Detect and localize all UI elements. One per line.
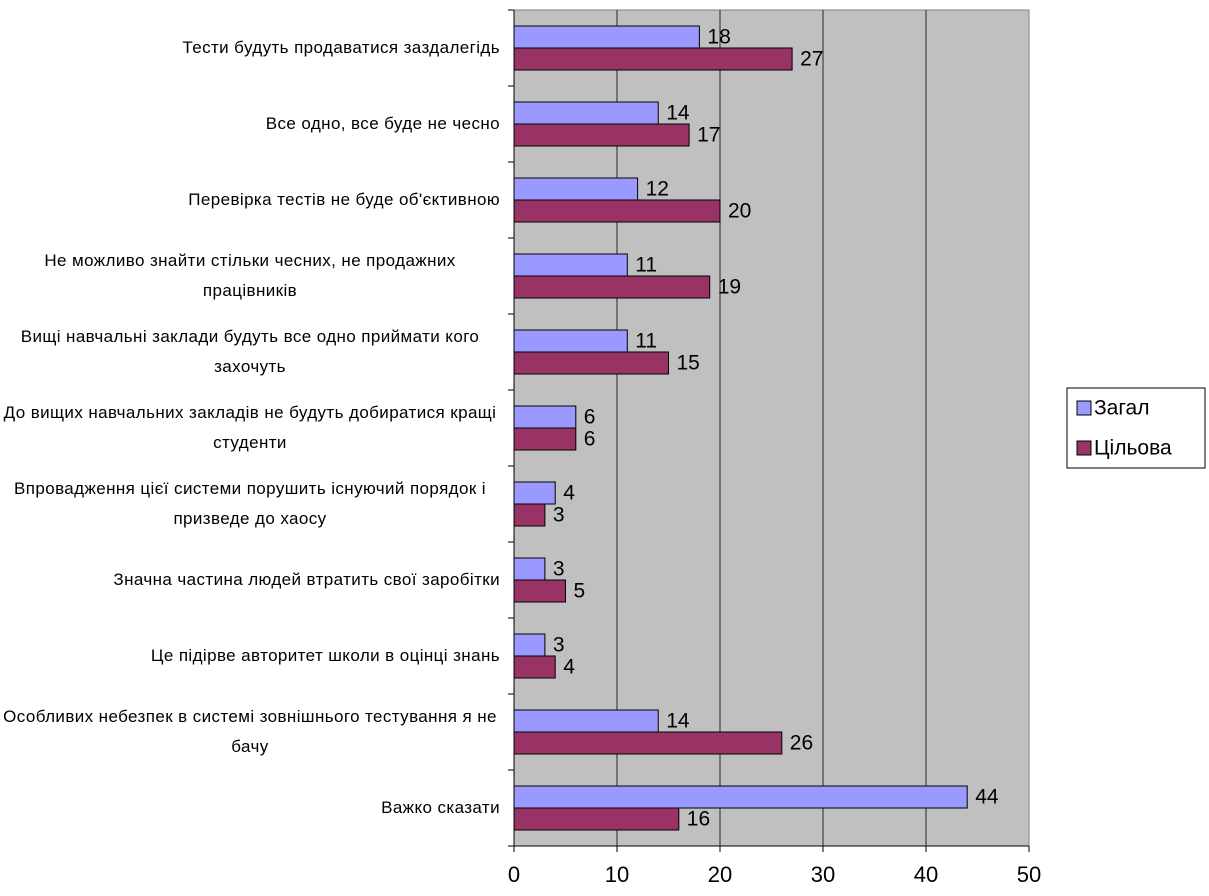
x-tick-label: 0: [508, 862, 520, 887]
bar: [513, 807, 680, 831]
category-text: Вищі навчальні заклади будуть все одно п…: [20, 327, 480, 376]
category-text: Важко сказати: [381, 798, 500, 817]
y-tick-label: Це підірве авторитет школи в оцінці знан…: [0, 641, 500, 671]
data-label: 4: [563, 656, 575, 679]
category-text: Все одно, все буде не чесно: [265, 114, 500, 133]
data-label: 15: [677, 352, 700, 375]
data-label: 14: [666, 710, 690, 733]
bar: [513, 25, 700, 49]
bar: [513, 633, 546, 657]
y-tick-label: Все одно, все буде не чесно: [0, 109, 500, 139]
bar: [513, 655, 556, 679]
legend-swatch: [1076, 400, 1092, 416]
legend-label: Цільова: [1094, 437, 1172, 460]
y-tick-label: Тести будуть продаватися заздалегідь: [0, 33, 500, 63]
bar: [513, 199, 721, 223]
data-label: 14: [666, 102, 690, 125]
bar: [513, 731, 783, 755]
legend-swatch: [1076, 440, 1092, 456]
bar: [513, 503, 546, 527]
plot-area: [513, 9, 1030, 847]
x-tick-label: 30: [811, 862, 835, 887]
x-tick-label: 20: [708, 862, 732, 887]
data-label: 19: [718, 276, 741, 299]
legend-label: Загал: [1094, 397, 1150, 420]
data-label: 3: [553, 634, 565, 657]
data-label: 11: [635, 254, 657, 277]
data-label: 26: [790, 732, 813, 755]
data-label: 44: [975, 786, 999, 809]
x-tick-label: 40: [914, 862, 938, 887]
category-text: Перевірка тестів не буде об'єктивною: [188, 190, 500, 209]
data-label: 11: [635, 330, 657, 353]
x-tick-label: 10: [605, 862, 629, 887]
bar: [513, 329, 628, 353]
bar: [513, 427, 577, 451]
bar: [513, 47, 793, 71]
category-text: Тести будуть продаватися заздалегідь: [182, 38, 500, 57]
bar: [513, 557, 546, 581]
data-label: 6: [584, 428, 596, 451]
y-tick-label: Перевірка тестів не буде об'єктивною: [0, 185, 500, 215]
bar: [513, 177, 639, 201]
category-text: Впровадження цієї системи порушить існую…: [14, 479, 486, 528]
y-tick-label: Не можливо знайти стільки чесних, не про…: [0, 246, 500, 306]
data-label: 17: [697, 124, 720, 147]
bar: [513, 275, 711, 299]
y-tick-label: До вищих навчальних закладів не будуть д…: [0, 398, 500, 458]
y-tick-label: Впровадження цієї системи порушить існую…: [0, 474, 500, 534]
data-label: 5: [574, 580, 586, 603]
bar: [513, 785, 968, 809]
y-tick-label: Важко сказати: [0, 793, 500, 823]
data-label: 4: [563, 482, 575, 505]
bar: [513, 101, 659, 125]
category-text: Значна частина людей втратить свої зароб…: [113, 570, 500, 589]
data-label: 12: [646, 178, 669, 201]
data-label: 20: [728, 200, 751, 223]
x-tick-label: 50: [1017, 862, 1041, 887]
bar: [513, 405, 577, 429]
bar: [513, 351, 669, 375]
category-text: Не можливо знайти стільки чесних, не про…: [44, 251, 456, 300]
category-text: Це підірве авторитет школи в оцінці знан…: [150, 646, 500, 665]
data-label: 6: [584, 406, 596, 429]
y-tick-label: Вищі навчальні заклади будуть все одно п…: [0, 322, 500, 382]
bar: [513, 709, 659, 733]
data-label: 16: [687, 808, 710, 831]
data-label: 18: [707, 26, 730, 49]
bar: [513, 123, 690, 147]
bar: [513, 253, 628, 277]
y-tick-label: Особливих небезпек в системі зовнішнього…: [0, 702, 500, 762]
data-label: 3: [553, 558, 565, 581]
data-label: 27: [800, 48, 823, 71]
category-text: Особливих небезпек в системі зовнішнього…: [3, 707, 497, 756]
bar: [513, 481, 556, 505]
data-label: 3: [553, 504, 565, 527]
y-tick-label: Значна частина людей втратить свої зароб…: [0, 565, 500, 595]
bar: [513, 579, 566, 603]
category-text: До вищих навчальних закладів не будуть д…: [3, 403, 497, 452]
